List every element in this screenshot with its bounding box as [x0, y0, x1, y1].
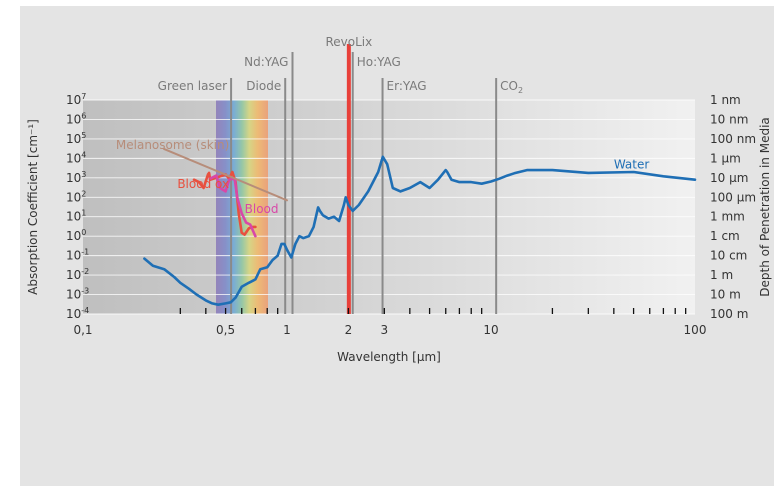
- right-tick-label: 10 µm: [710, 171, 748, 185]
- y-tick-label: 106: [66, 111, 86, 126]
- visible-spectrum-band: [216, 100, 268, 314]
- x-tick-label: 100: [684, 323, 707, 337]
- series-line: [163, 148, 288, 202]
- right-tick-label: 100 nm: [710, 132, 756, 146]
- x-tick-label: 2: [345, 323, 353, 337]
- plot-area: [83, 100, 695, 314]
- laser-label: Nd:YAG: [244, 55, 288, 69]
- y-tick-label: 100: [66, 228, 86, 243]
- y-tick-label: 104: [66, 150, 86, 165]
- right-tick-label: 1 cm: [710, 229, 740, 243]
- x-tick-label: 3: [381, 323, 389, 337]
- right-tick-label: 100 µm: [710, 190, 756, 204]
- laser-label: Ho:YAG: [357, 55, 401, 69]
- x-axis-title: Wavelength [µm]: [337, 350, 441, 364]
- chart-frame: 107 106 105 104 103 102 101 100 10-1 10-2 10-3 10-4…: [20, 6, 774, 486]
- right-tick-label: 100 m: [710, 307, 748, 321]
- y-axis-title: Absorption Coefficient [cm⁻¹]: [26, 119, 40, 295]
- y-tick-label: 101: [66, 209, 86, 224]
- series-line: [208, 174, 257, 238]
- y-tick-label: 10-1: [66, 248, 89, 263]
- laser-label: Er:YAG: [387, 79, 427, 93]
- right-tick-label: 1 nm: [710, 93, 741, 107]
- series-label: Water: [614, 158, 650, 172]
- x-tick-label: 0,1: [73, 323, 92, 337]
- right-axis-title: Depth of Penetration in Media: [758, 117, 772, 297]
- right-tick-label: 1 mm: [710, 210, 745, 224]
- y-tick-label: 107: [66, 92, 86, 107]
- series-label: Melanosome (skin): [116, 138, 229, 152]
- y-tick-label: 102: [66, 189, 86, 204]
- x-tick-label: 1: [283, 323, 291, 337]
- laser-label: Green laser: [158, 79, 227, 93]
- right-tick-label: 1 µm: [710, 151, 741, 165]
- y-tick-label: 10-2: [66, 267, 89, 282]
- y-tick-label: 103: [66, 170, 86, 185]
- y-tick-label: 10-3: [66, 287, 89, 302]
- absorption-chart: 10710610510410310210110010-110-210-310-4…: [20, 6, 774, 486]
- laser-label: Diode: [246, 79, 281, 93]
- x-tick-label: 0,5: [216, 323, 235, 337]
- right-tick-label: 10 cm: [710, 249, 747, 263]
- laser-label: RevoLix: [325, 35, 372, 49]
- laser-label: CO2: [500, 79, 523, 95]
- right-tick-label: 1 m: [710, 268, 733, 282]
- x-tick-label: 10: [483, 323, 498, 337]
- series-label: Blood ox: [177, 177, 229, 191]
- series-line: [143, 155, 697, 306]
- right-tick-label: 10 nm: [710, 112, 748, 126]
- y-tick-label: 105: [66, 131, 86, 146]
- y-tick-label: 10-4: [66, 306, 89, 321]
- series-label: Blood: [245, 202, 279, 216]
- right-tick-label: 10 m: [710, 288, 741, 302]
